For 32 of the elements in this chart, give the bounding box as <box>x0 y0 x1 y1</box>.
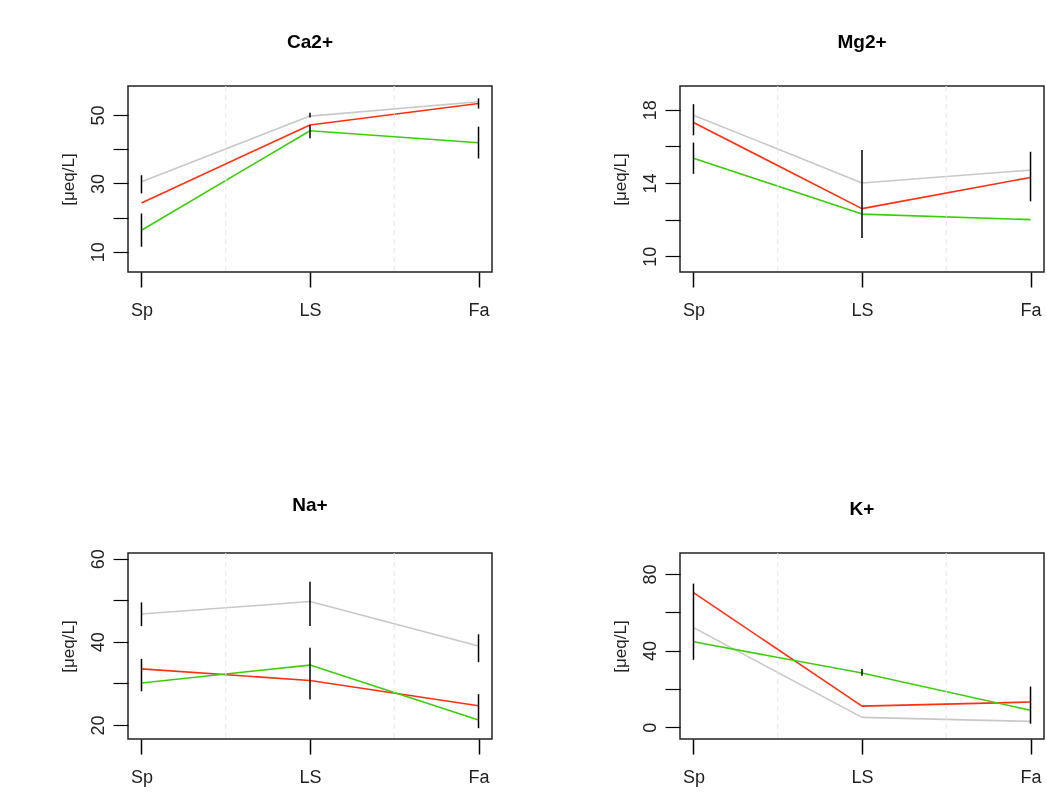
x-tick-label: LS <box>299 766 322 787</box>
y-tick-label: 14 <box>639 173 660 194</box>
x-tick-label: Fa <box>468 299 491 320</box>
chart-title: K+ <box>849 497 875 519</box>
y-tick-label: 0 <box>639 722 660 733</box>
y-axis-title: [μeq/L] <box>610 153 630 206</box>
x-tick-label: Fa <box>468 766 491 787</box>
x-tick-label: Sp <box>682 766 705 787</box>
x-tick-label: Fa <box>1020 299 1043 320</box>
y-axis-title: [μeq/L] <box>58 620 78 673</box>
y-axis-title: [μeq/L] <box>58 153 78 206</box>
y-tick-label: 40 <box>639 641 660 662</box>
y-tick-label: 10 <box>639 246 660 267</box>
y-tick-label: 18 <box>639 100 660 121</box>
x-tick-label: Sp <box>130 766 153 787</box>
y-tick-label: 10 <box>87 242 108 263</box>
chart-title: Na+ <box>292 493 328 515</box>
x-tick-label: LS <box>851 299 874 320</box>
y-tick-label: 40 <box>87 632 108 653</box>
chart-title: Mg2+ <box>837 30 887 52</box>
y-tick-label: 30 <box>87 173 108 194</box>
x-tick-label: Sp <box>682 299 705 320</box>
x-tick-label: Sp <box>130 299 153 320</box>
chart-title: Ca2+ <box>287 30 333 52</box>
y-tick-label: 60 <box>87 549 108 570</box>
y-tick-label: 50 <box>87 105 108 126</box>
x-tick-label: LS <box>851 766 874 787</box>
y-axis-title: [μeq/L] <box>610 620 630 673</box>
x-tick-label: LS <box>299 299 322 320</box>
y-tick-label: 80 <box>639 564 660 585</box>
y-tick-label: 20 <box>87 715 108 736</box>
x-tick-label: Fa <box>1020 766 1043 787</box>
